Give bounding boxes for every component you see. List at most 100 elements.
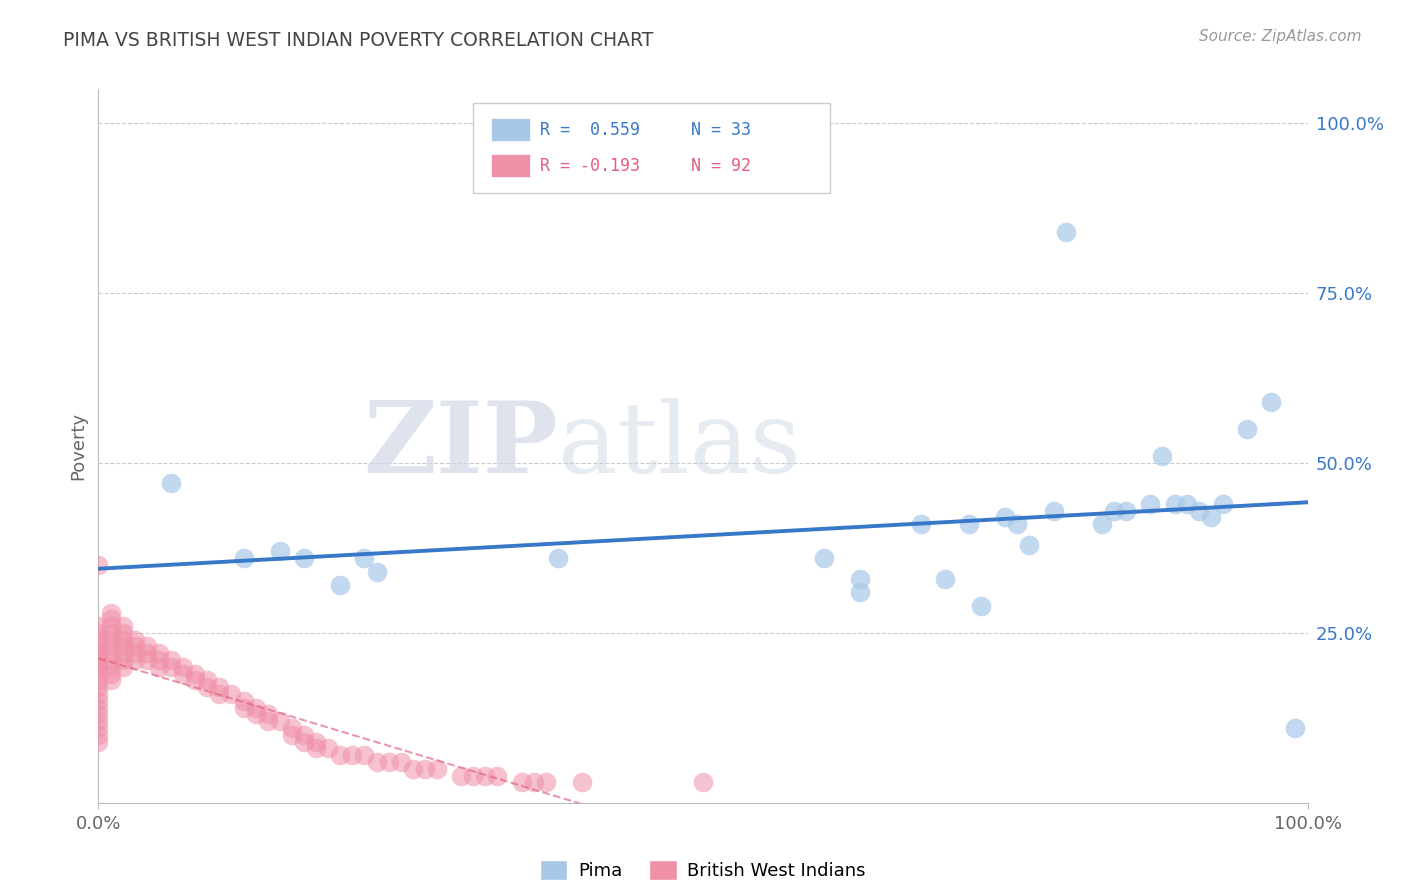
Point: [305, 741, 328, 756]
Point: [292, 734, 315, 748]
Y-axis label: Poverty: Poverty: [69, 412, 87, 480]
Point: [934, 572, 956, 586]
Point: [486, 769, 509, 783]
Point: [1007, 517, 1029, 532]
Text: N = 33: N = 33: [690, 121, 751, 139]
Point: [305, 734, 328, 748]
Point: [329, 748, 352, 763]
Point: [160, 476, 183, 491]
Point: [1163, 497, 1185, 511]
Text: PIMA VS BRITISH WEST INDIAN POVERTY CORRELATION CHART: PIMA VS BRITISH WEST INDIAN POVERTY CORR…: [63, 31, 654, 50]
Point: [994, 510, 1017, 524]
Point: [377, 755, 399, 769]
Point: [1018, 537, 1040, 551]
Point: [111, 619, 134, 633]
Point: [124, 640, 146, 654]
Point: [111, 632, 134, 647]
Point: [208, 680, 231, 694]
Point: [111, 626, 134, 640]
Text: N = 92: N = 92: [690, 157, 751, 175]
Point: [184, 666, 207, 681]
Point: [87, 640, 110, 654]
Point: [316, 741, 339, 756]
Point: [1115, 503, 1137, 517]
Point: [195, 680, 218, 694]
Point: [87, 700, 110, 714]
Point: [1236, 422, 1258, 436]
Point: [269, 544, 291, 558]
Point: [87, 558, 110, 572]
Point: [160, 660, 183, 674]
Point: [111, 660, 134, 674]
Point: [389, 755, 412, 769]
Point: [87, 728, 110, 742]
Point: [124, 653, 146, 667]
Point: [402, 762, 425, 776]
Point: [342, 748, 364, 763]
Point: [1260, 394, 1282, 409]
Point: [100, 606, 122, 620]
Point: [849, 572, 872, 586]
Point: [510, 775, 533, 789]
Point: [87, 653, 110, 667]
Point: [87, 680, 110, 694]
Point: [148, 646, 170, 660]
Point: [1188, 503, 1211, 517]
Point: [692, 775, 714, 789]
Point: [100, 653, 122, 667]
Point: [87, 666, 110, 681]
Point: [87, 646, 110, 660]
Point: [281, 728, 304, 742]
Point: [366, 565, 388, 579]
Text: ZIP: ZIP: [363, 398, 558, 494]
Point: [256, 707, 278, 722]
Point: [172, 660, 194, 674]
Point: [1054, 225, 1077, 239]
Point: [232, 700, 254, 714]
Point: [1042, 503, 1064, 517]
Bar: [492, 119, 530, 141]
Point: [353, 551, 375, 566]
Point: [957, 517, 980, 532]
Point: [1102, 503, 1125, 517]
Point: [232, 551, 254, 566]
Point: [87, 626, 110, 640]
Point: [135, 640, 157, 654]
Point: [292, 551, 315, 566]
Point: [87, 734, 110, 748]
Point: [329, 578, 352, 592]
Point: [100, 612, 122, 626]
Point: [195, 673, 218, 688]
Point: [87, 694, 110, 708]
Point: [1091, 517, 1114, 532]
Point: [148, 660, 170, 674]
Point: [172, 666, 194, 681]
Bar: [492, 154, 530, 177]
Point: [100, 673, 122, 688]
Point: [292, 728, 315, 742]
Point: [523, 775, 546, 789]
Point: [87, 721, 110, 735]
Legend: Pima, British West Indians: Pima, British West Indians: [531, 851, 875, 889]
Point: [1212, 497, 1234, 511]
Point: [135, 653, 157, 667]
Text: atlas: atlas: [558, 398, 800, 494]
Text: Source: ZipAtlas.com: Source: ZipAtlas.com: [1198, 29, 1361, 44]
Point: [221, 687, 243, 701]
Point: [87, 632, 110, 647]
Point: [135, 646, 157, 660]
Point: [232, 694, 254, 708]
Point: [100, 632, 122, 647]
Point: [87, 707, 110, 722]
FancyBboxPatch shape: [474, 103, 830, 193]
Point: [111, 653, 134, 667]
Point: [1284, 721, 1306, 735]
Point: [245, 707, 267, 722]
Point: [124, 646, 146, 660]
Point: [100, 626, 122, 640]
Point: [353, 748, 375, 763]
Point: [1175, 497, 1198, 511]
Point: [100, 646, 122, 660]
Point: [281, 721, 304, 735]
Point: [148, 653, 170, 667]
